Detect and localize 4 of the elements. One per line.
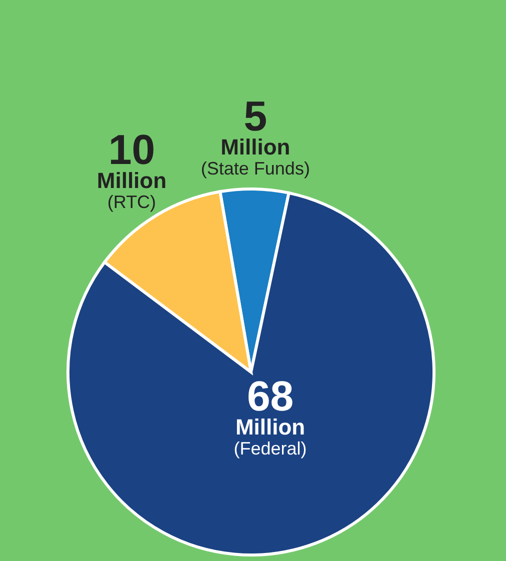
slice-label: (State Funds) bbox=[200, 158, 310, 178]
slice-label: (Federal) bbox=[234, 438, 307, 458]
pie-slice bbox=[66, 191, 436, 556]
slice-label: (RTC) bbox=[107, 192, 156, 212]
